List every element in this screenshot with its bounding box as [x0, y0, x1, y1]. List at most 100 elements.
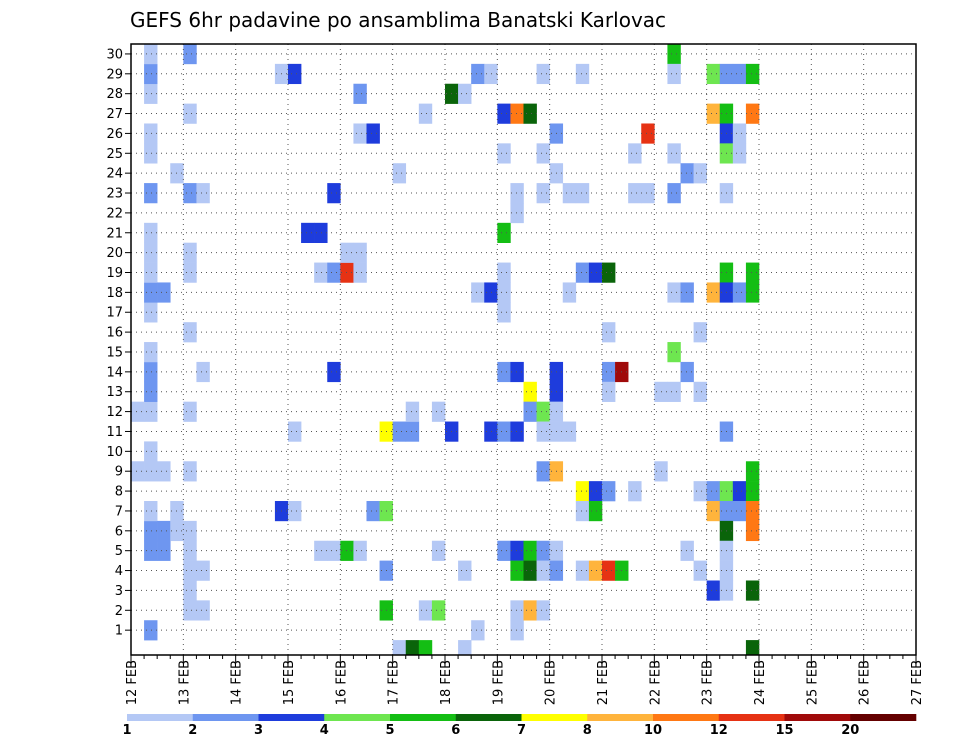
heatmap-cell: [680, 163, 694, 184]
heatmap-cell: [536, 560, 550, 581]
heatmap-cell: [602, 560, 616, 581]
colorbar-swatch: [324, 714, 391, 721]
heatmap-cell: [693, 381, 707, 402]
heatmap-cell: [497, 143, 511, 164]
heatmap-cell: [144, 401, 158, 422]
heatmap-cell: [196, 361, 210, 383]
heatmap-cell: [458, 560, 472, 581]
heatmap-cell: [471, 282, 485, 303]
heatmap-cell: [418, 600, 433, 621]
heatmap-cell: [523, 540, 537, 561]
heatmap-cell: [523, 103, 537, 124]
heatmap-cell: [418, 640, 433, 656]
heatmap-cell: [183, 520, 197, 542]
heatmap-cell: [196, 600, 210, 621]
heatmap-cell: [510, 540, 524, 561]
heatmap-cell: [405, 421, 420, 442]
heatmap-cell: [484, 282, 498, 303]
colorbar-label: 10: [644, 723, 662, 738]
x-tick-label: 19 FEB: [491, 660, 506, 705]
y-tick-label: 26: [106, 127, 123, 142]
heatmap-cell: [588, 560, 603, 581]
heatmap-cell: [144, 143, 158, 164]
y-tick-label: 29: [106, 67, 123, 82]
heatmap-cell: [510, 361, 524, 383]
y-tick-label: 15: [106, 345, 123, 360]
heatmap-cell: [314, 262, 328, 283]
heatmap-cell: [628, 143, 642, 164]
x-tick-label: 15 FEB: [282, 660, 297, 705]
heatmap-cell: [745, 262, 760, 283]
cells-layer: [131, 44, 760, 656]
y-tick-label: 4: [115, 564, 123, 579]
heatmap-cell: [575, 501, 590, 522]
heatmap-cell: [183, 103, 197, 124]
colorbar-label: 4: [320, 723, 329, 738]
heatmap-cell: [144, 123, 158, 144]
heatmap-cell: [366, 501, 380, 522]
heatmap-cell: [706, 580, 721, 601]
heatmap-cell: [680, 282, 694, 303]
heatmap-cell: [575, 262, 590, 283]
heatmap-cell: [536, 600, 550, 621]
heatmap-cell: [706, 103, 721, 124]
heatmap-cell: [340, 540, 354, 561]
heatmap-cell: [667, 143, 681, 164]
x-axis: 12 FEB 13 FEB 14 FEB 15 FEB 16 FEB 17 FEB 18 F…: [125, 655, 925, 705]
colorbar-swatch: [127, 714, 194, 721]
heatmap-cell: [392, 163, 407, 184]
y-tick-label: 21: [106, 226, 123, 241]
heatmap-cell: [144, 441, 158, 462]
colorbar-label: 6: [451, 723, 460, 738]
x-tick-label: 12 FEB: [125, 660, 140, 705]
heatmap-cell: [131, 461, 145, 482]
heatmap-cell: [732, 501, 747, 522]
heatmap-cell: [602, 262, 616, 283]
y-tick-label: 9: [115, 465, 123, 480]
heatmap-cell: [562, 421, 577, 442]
y-tick-label: 1: [115, 624, 123, 639]
y-tick-label: 12: [106, 405, 123, 420]
colorbar-swatch: [653, 714, 720, 721]
grid-layer: [131, 44, 916, 655]
heatmap-cell: [405, 401, 420, 422]
heatmap-cell: [497, 222, 511, 243]
heatmap-cell: [431, 540, 446, 561]
heatmap-cell: [196, 560, 210, 581]
y-tick-label: 27: [106, 107, 123, 122]
y-tick-label: 22: [106, 206, 123, 221]
x-tick-label: 16 FEB: [334, 660, 349, 705]
heatmap-cell: [628, 481, 642, 502]
heatmap-cell: [405, 640, 420, 656]
heatmap-cell: [392, 640, 407, 656]
colorbar-swatch: [850, 714, 917, 721]
heatmap-cell: [183, 322, 197, 343]
y-tick-label: 5: [115, 544, 123, 559]
heatmap-cell: [693, 481, 707, 502]
heatmap-cell: [392, 421, 407, 442]
heatmap-cell: [497, 421, 511, 442]
y-tick-label: 28: [106, 87, 123, 102]
heatmap-cell: [314, 222, 328, 243]
heatmap-cell: [157, 461, 171, 482]
heatmap-cell: [144, 461, 158, 482]
heatmap-cell: [745, 640, 760, 656]
colorbar-swatch: [521, 714, 588, 721]
heatmap-cell: [196, 183, 210, 204]
heatmap-cell: [471, 620, 485, 641]
heatmap-cell: [536, 401, 550, 422]
heatmap-cell: [706, 282, 721, 303]
heatmap-cell: [183, 461, 197, 482]
heatmap-cell: [588, 262, 603, 283]
heatmap-cell: [693, 322, 707, 343]
heatmap-cell: [144, 620, 158, 641]
heatmap-cell: [183, 600, 197, 621]
heatmap-cell: [602, 481, 616, 502]
heatmap-cell: [523, 401, 537, 422]
colorbar-swatch: [390, 714, 457, 721]
heatmap-cell: [732, 481, 747, 502]
heatmap-cell: [667, 342, 681, 363]
y-tick-label: 2: [115, 604, 123, 619]
heatmap-cell: [510, 202, 524, 224]
colorbar: 1 2 3 4 5 6 7 8 10 12 15 20: [122, 714, 917, 738]
